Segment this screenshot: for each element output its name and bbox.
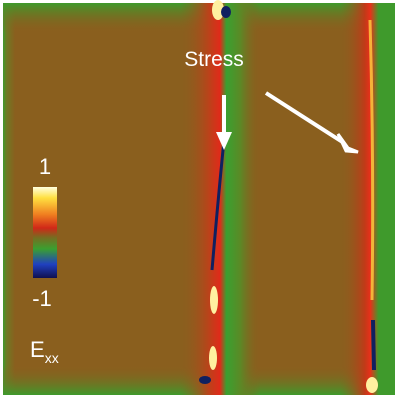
colorbar-max-label: 1 [39,154,51,179]
annotation: Stress [184,48,244,71]
hotspot [199,376,211,384]
hotspot [221,6,231,18]
label-subscript: xx [45,350,59,366]
strain-line [368,19,375,301]
label-main: E [30,337,45,362]
strain-band [180,3,260,395]
hotspot [366,377,378,393]
colorbar [33,187,57,278]
hotspot [209,346,217,370]
crack [371,319,376,371]
strain-band [340,3,395,395]
colorbar-min-label: -1 [32,286,52,311]
hotspot [212,0,224,20]
arrows [216,91,359,154]
hotspot [210,286,218,314]
colorbar-label: Exx [30,337,59,366]
crack [210,139,226,271]
